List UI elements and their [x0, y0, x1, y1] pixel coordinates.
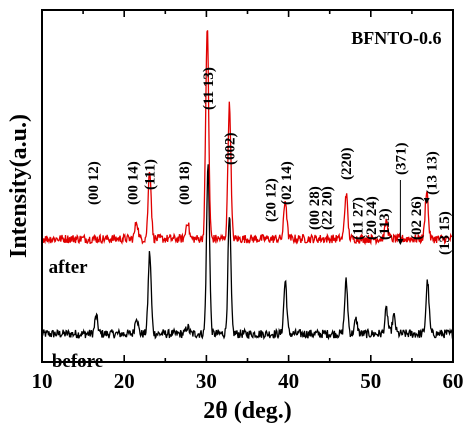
x-tick-label-20: 20 — [114, 369, 135, 393]
peak-annotation: (002) — [222, 133, 238, 166]
x-tick-label-50: 50 — [360, 369, 381, 393]
x-tick-label-30: 30 — [196, 369, 217, 393]
chart-title: BFNTO-0.6 — [351, 28, 441, 48]
peak-annotation: (13 13) — [425, 151, 441, 195]
curves-layer — [42, 30, 453, 338]
peak-annotation: (00 12) — [86, 161, 102, 205]
peak-annotation: (13 15) — [437, 211, 453, 255]
peak-annotation: (02 14) — [279, 161, 295, 205]
series-label-before: before — [52, 351, 103, 372]
series-label-after: after — [49, 257, 89, 278]
peak-annotation: (111) — [143, 159, 159, 190]
peak-annotation: (00 18) — [177, 161, 193, 205]
x-axis-title: 2θ (deg.) — [203, 398, 292, 424]
peak-annotation: (20 12) — [264, 178, 280, 222]
peak-annotation: (113) — [377, 208, 393, 240]
peak-annotation: (22 20) — [319, 186, 335, 230]
y-axis-title: Intensity(a.u.) — [6, 114, 32, 258]
peak-annotation: (02 26) — [409, 196, 425, 240]
peak-annotation: (371) — [393, 143, 409, 176]
peak-annotation: (00 14) — [125, 161, 141, 205]
peak-annotation: (220) — [339, 148, 355, 181]
x-tick-label-40: 40 — [278, 369, 299, 393]
x-tick-label-10: 10 — [32, 369, 53, 393]
x-tick-label-60: 60 — [443, 369, 464, 393]
peak-annotation: (11 13) — [201, 67, 217, 110]
annotation-layer: (00 12) (00 14) (111) (00 18) (11 13) (002) (2… — [86, 67, 453, 255]
series-line-before — [42, 164, 453, 338]
plot-frame — [42, 10, 453, 362]
